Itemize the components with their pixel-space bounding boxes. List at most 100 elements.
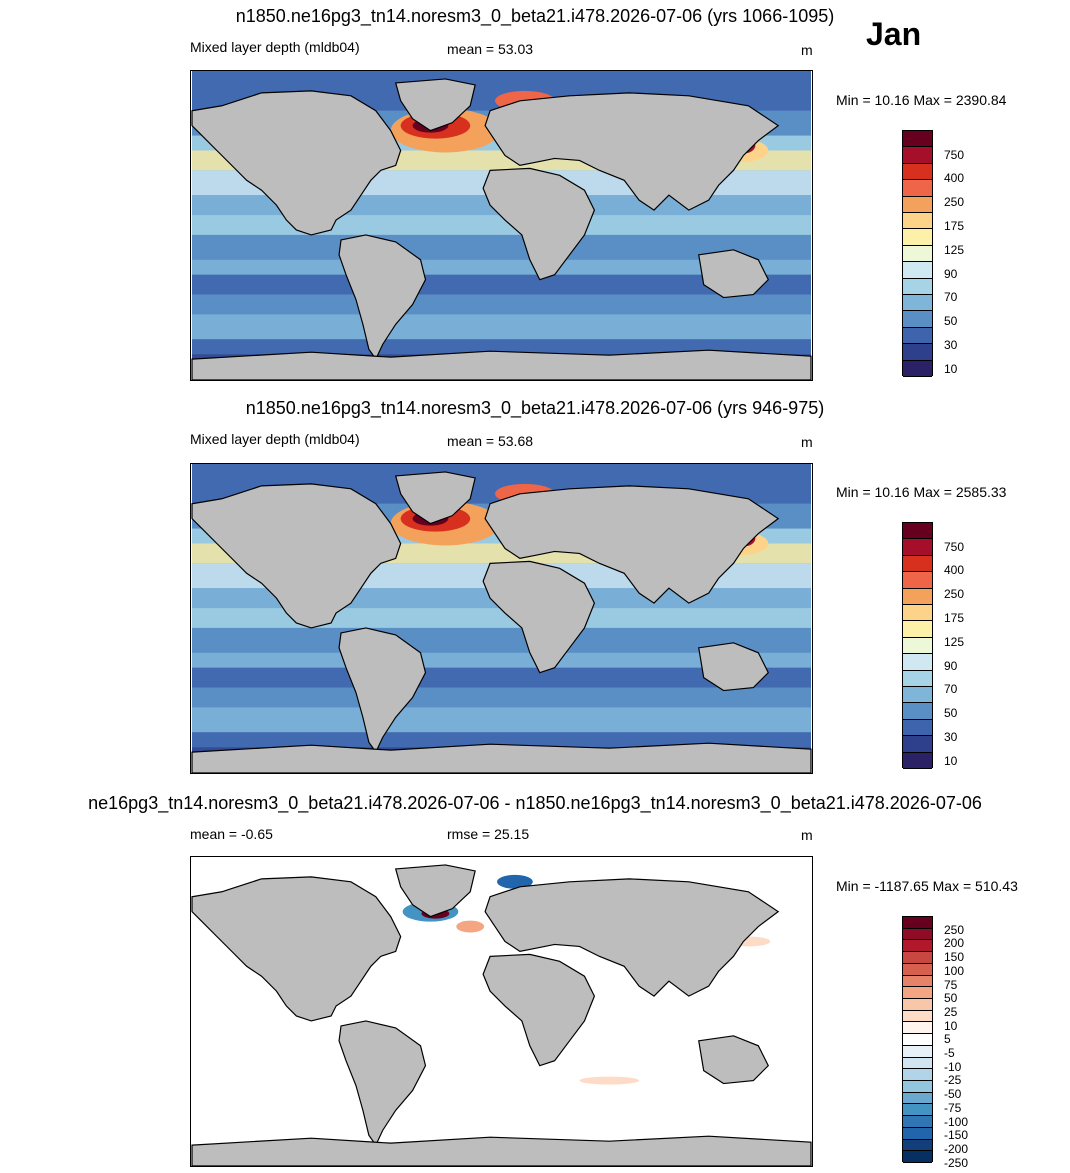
anomaly-nordic	[497, 874, 533, 889]
panel-2-mean-label: mean = 53.68	[447, 433, 534, 449]
colorbar-swatch	[903, 1057, 932, 1070]
colorbar-swatch	[903, 940, 932, 953]
colorbar-swatch	[903, 1045, 932, 1058]
colorbar-swatch	[903, 196, 932, 213]
panel-2-minmax: Min = 10.16 Max = 2585.33	[836, 484, 1007, 500]
panel-2-title: n1850.ne16pg3_tn14.noresm3_0_beta21.i478…	[245, 398, 825, 418]
continent	[191, 1135, 812, 1166]
continent	[698, 642, 769, 692]
colorbar-label: 30	[944, 337, 958, 352]
continent	[191, 483, 402, 629]
colorbar-swatch	[903, 687, 932, 704]
continent	[338, 627, 427, 754]
colorbar-swatch	[903, 654, 932, 671]
colorbar-swatch	[903, 999, 932, 1011]
colorbar-boxes	[902, 130, 933, 377]
colorbar-label: 50	[944, 314, 958, 329]
continent	[191, 742, 812, 773]
continent	[191, 876, 402, 1022]
colorbar-swatch	[903, 295, 932, 312]
colorbar-label: 250	[944, 195, 965, 210]
colorbar-label: 200	[944, 936, 965, 951]
colorbar-label: 125	[944, 634, 965, 649]
colorbar-swatch	[903, 1127, 932, 1140]
anomaly-southern	[579, 1076, 640, 1085]
colorbar-swatch	[903, 917, 932, 929]
colorbar-swatch	[903, 245, 932, 263]
colorbar-swatch	[903, 311, 932, 328]
colorbar-boxes	[902, 916, 933, 1163]
colorbar-swatch	[903, 229, 932, 246]
month-label: Jan	[866, 16, 922, 52]
continent	[394, 78, 476, 132]
anomaly-positive-east	[456, 920, 485, 933]
colorbar-swatch	[903, 605, 932, 622]
continent	[394, 864, 476, 918]
continent	[191, 90, 402, 236]
colorbar-label: 175	[944, 218, 965, 233]
colorbar-label: -10	[944, 1059, 962, 1074]
colorbar-swatch	[903, 637, 932, 655]
colorbar-boxes	[902, 522, 933, 769]
colorbar-swatch	[903, 975, 932, 988]
ocean-band	[192, 687, 811, 708]
colorbar-swatch	[903, 180, 932, 197]
ocean-band	[192, 314, 811, 340]
colorbar-label: 90	[944, 266, 958, 281]
colorbar-label: 70	[944, 682, 958, 697]
colorbar-swatch	[903, 147, 932, 164]
colorbar-label: 400	[944, 563, 965, 578]
colorbar-swatch	[903, 1092, 932, 1105]
panel-3-minmax: Min = -1187.65 Max = 510.43	[836, 878, 1018, 894]
colorbar-swatch	[903, 928, 932, 941]
panel-1-variable-label: Mixed layer depth (mldb04)	[190, 39, 360, 55]
colorbar-label: 5	[944, 1032, 951, 1047]
colorbar-swatch	[903, 1081, 932, 1093]
continent	[698, 249, 769, 299]
colorbar-swatch	[903, 539, 932, 556]
colorbar-swatch	[903, 213, 932, 230]
colorbar-label: 50	[944, 991, 958, 1006]
continent	[338, 234, 427, 361]
colorbar-label: -100	[944, 1114, 969, 1129]
colorbar-swatch	[903, 963, 932, 976]
continent	[484, 92, 780, 211]
panel-3-rmse-label: rmse = 25.15	[447, 826, 530, 842]
colorbar-label: 10	[944, 753, 958, 768]
colorbar-label: -5	[944, 1046, 955, 1061]
colorbar-swatch	[903, 952, 932, 964]
ocean-band	[192, 732, 811, 748]
colorbar-swatch	[903, 621, 932, 638]
continent	[482, 560, 596, 674]
colorbar-label: 750	[944, 539, 965, 554]
colorbar-label: 100	[944, 963, 965, 978]
ocean-band	[192, 707, 811, 733]
ocean-band	[192, 608, 811, 628]
ocean-band	[192, 667, 811, 688]
colorbar-label: -25	[944, 1073, 962, 1088]
colorbar-label: 30	[944, 729, 958, 744]
continent	[191, 349, 812, 380]
colorbar-swatch	[903, 719, 932, 737]
colorbar-label: 50	[944, 706, 958, 721]
colorbar-swatch	[903, 752, 932, 769]
colorbar-swatch	[903, 327, 932, 345]
colorbar-label: 25	[944, 1004, 958, 1019]
colorbar-label: 10	[944, 1018, 958, 1033]
ocean-band	[192, 215, 811, 235]
ocean-band	[192, 274, 811, 295]
colorbar-label: 250	[944, 587, 965, 602]
panel-1-title: n1850.ne16pg3_tn14.noresm3_0_beta21.i478…	[235, 6, 835, 26]
colorbar-swatch	[903, 1034, 932, 1046]
colorbar-swatch	[903, 555, 932, 573]
colorbar-label: 400	[944, 171, 965, 186]
colorbar-swatch	[903, 1151, 932, 1163]
ocean-band	[192, 339, 811, 355]
panel-1-minmax: Min = 10.16 Max = 2390.84	[836, 92, 1007, 108]
continent	[338, 1020, 427, 1147]
colorbar-label: 90	[944, 658, 958, 673]
colorbar-label: 250	[944, 922, 965, 937]
colorbar-label: -75	[944, 1100, 962, 1115]
colorbar-label: -150	[944, 1128, 969, 1143]
colorbar-label: -200	[944, 1141, 969, 1156]
